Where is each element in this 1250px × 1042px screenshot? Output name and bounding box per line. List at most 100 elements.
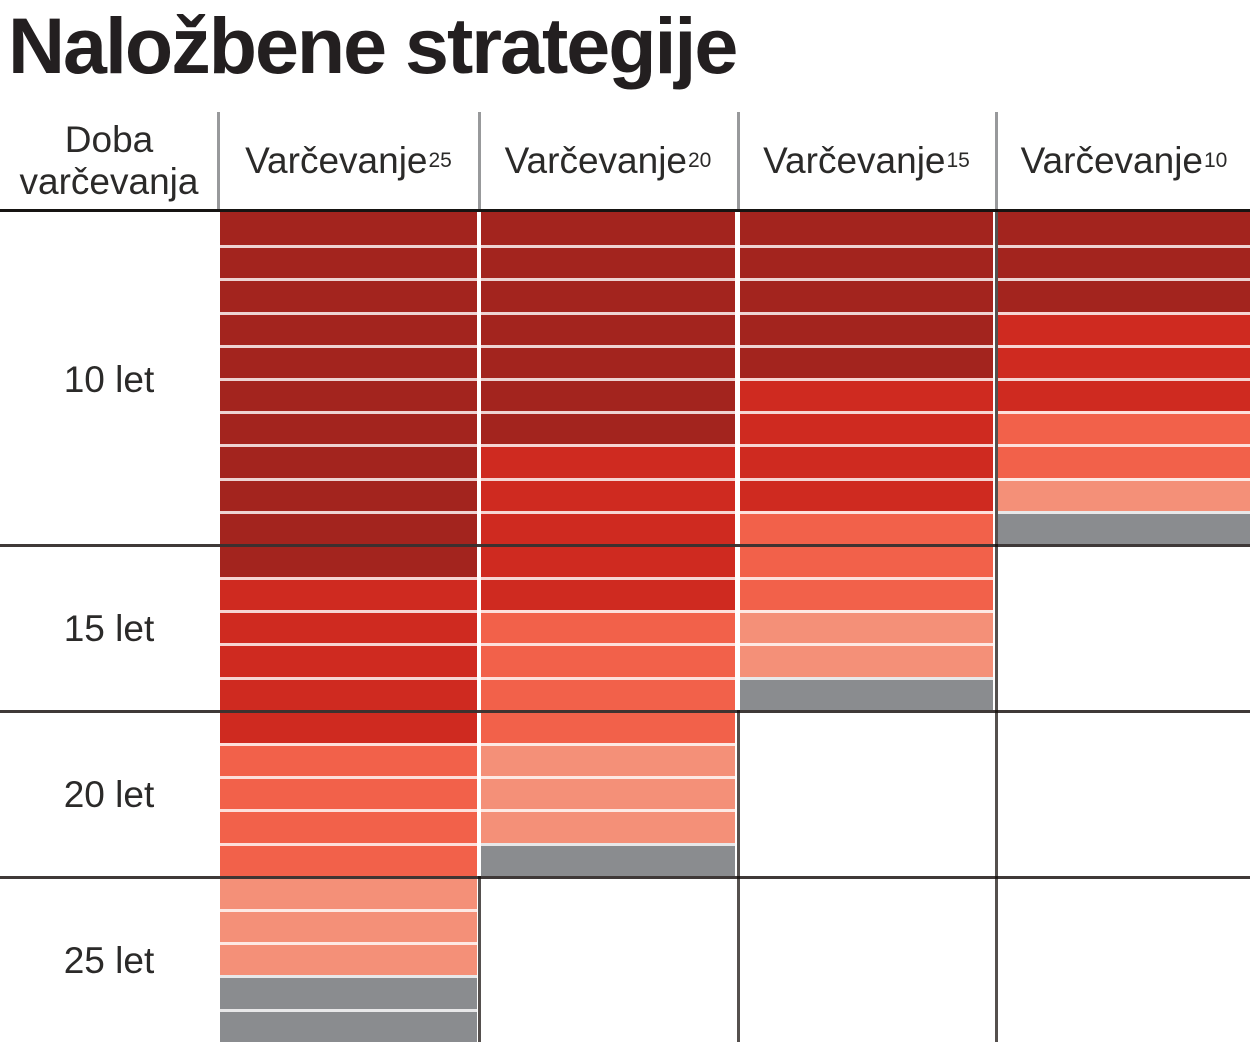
strategy-stripe-red xyxy=(220,577,477,611)
strategy-stripe-dark_red xyxy=(740,212,993,246)
column-header-label: Varčevanje xyxy=(763,139,946,181)
strategy-stripe-dark_red xyxy=(220,377,477,412)
strategy-column-15 xyxy=(740,212,993,710)
strategy-stripe-dark_red xyxy=(481,278,735,312)
strategy-stripe-tomato xyxy=(740,510,993,544)
strategy-stripe-dark_red xyxy=(220,344,477,378)
strategy-stripe-tomato xyxy=(481,676,735,710)
strategy-stripe-dark_red xyxy=(740,245,993,279)
body-grid-line-vertical xyxy=(737,710,740,1042)
strategy-stripe-tomato xyxy=(220,743,477,777)
column-header-varcevanje-20: Varčevanje 20 xyxy=(504,139,712,181)
strategy-stripe-red xyxy=(481,543,735,578)
strategy-stripe-red xyxy=(481,444,735,478)
strategy-column-10 xyxy=(998,212,1250,544)
strategy-stripe-tomato xyxy=(998,411,1250,445)
strategy-stripe-tomato xyxy=(481,643,735,677)
strategy-stripe-red xyxy=(740,444,993,478)
strategy-stripe-gray xyxy=(998,510,1250,544)
strategy-stripe-tomato xyxy=(740,543,993,578)
strategy-stripe-salmon xyxy=(220,942,477,976)
row-label-10-let: 10 let xyxy=(63,359,155,400)
column-header-label: Varčevanje xyxy=(504,139,687,181)
strategy-stripe-salmon xyxy=(481,743,735,777)
strategy-stripe-dark_red xyxy=(220,510,477,544)
column-header-varcevanje-25: Varčevanje 25 xyxy=(245,139,452,181)
strategy-stripe-tomato xyxy=(220,842,477,876)
row-label-20-let: 20 let xyxy=(63,774,155,815)
row-header-doba-varcevanja: Doba varčevanja xyxy=(19,119,199,202)
strategy-stripe-salmon xyxy=(220,908,477,943)
strategy-stripe-salmon xyxy=(740,643,993,677)
strategy-stripe-dark_red xyxy=(220,245,477,279)
column-header-varcevanje-15: Varčevanje 15 xyxy=(763,139,970,181)
strategy-stripe-tomato xyxy=(998,444,1250,478)
strategy-stripe-tomato xyxy=(220,809,477,843)
strategy-stripe-dark_red xyxy=(220,311,477,345)
header-underline xyxy=(0,209,1250,212)
strategy-stripe-red xyxy=(220,610,477,644)
strategy-stripe-red xyxy=(481,477,735,511)
strategy-stripe-gray xyxy=(481,842,735,876)
strategy-stripe-salmon xyxy=(998,477,1250,511)
row-boundary-line xyxy=(0,710,1250,713)
strategy-stripe-red xyxy=(998,344,1250,378)
strategy-stripe-salmon xyxy=(740,610,993,644)
strategy-stripe-salmon xyxy=(481,776,735,810)
strategy-stripe-dark_red xyxy=(220,477,477,511)
strategy-stripe-dark_red xyxy=(740,344,993,378)
strategy-stripe-tomato xyxy=(740,577,993,611)
strategy-stripe-gray xyxy=(220,1008,477,1042)
strategy-stripe-tomato xyxy=(481,610,735,644)
strategy-stripe-dark_red xyxy=(740,278,993,312)
strategy-stripe-gray xyxy=(220,975,477,1009)
strategy-stripe-red xyxy=(481,510,735,544)
row-boundary-line xyxy=(0,876,1250,879)
strategy-stripe-tomato xyxy=(220,776,477,810)
column-header-varcevanje-10: Varčevanje 10 xyxy=(1020,139,1228,181)
column-header-label: Varčevanje xyxy=(245,139,428,181)
strategy-stripe-dark_red xyxy=(481,377,735,412)
strategy-stripe-salmon xyxy=(481,809,735,843)
strategy-stripe-red xyxy=(998,311,1250,345)
strategy-stripe-dark_red xyxy=(481,212,735,246)
strategy-stripe-red xyxy=(220,643,477,677)
strategy-stripe-dark_red xyxy=(220,444,477,478)
strategy-stripe-dark_red xyxy=(481,311,735,345)
row-boundary-line xyxy=(0,544,1250,547)
header-grid-line-vertical xyxy=(217,112,220,209)
strategy-stripe-red xyxy=(740,477,993,511)
strategy-stripe-red xyxy=(481,577,735,611)
body-grid-line-vertical xyxy=(995,209,998,1042)
strategy-stripe-red xyxy=(220,709,477,743)
strategy-stripe-dark_red xyxy=(220,543,477,578)
strategy-column-20 xyxy=(481,212,735,876)
strategy-stripe-dark_red xyxy=(220,212,477,246)
strategy-stripe-gray xyxy=(740,676,993,710)
header-grid-line-vertical xyxy=(737,112,740,209)
strategy-stripe-dark_red xyxy=(220,411,477,445)
strategy-stripe-red xyxy=(998,377,1250,412)
strategy-stripe-salmon xyxy=(220,875,477,909)
strategy-stripe-dark_red xyxy=(998,245,1250,279)
strategy-stripe-red xyxy=(220,676,477,710)
row-label-25-let: 25 let xyxy=(63,940,155,981)
strategy-stripe-red xyxy=(740,377,993,412)
strategy-column-25 xyxy=(220,212,477,1042)
header-grid-line-vertical xyxy=(478,112,481,209)
strategy-stripe-dark_red xyxy=(740,311,993,345)
strategy-stripe-dark_red xyxy=(998,212,1250,246)
column-header-label: Varčevanje xyxy=(1020,139,1203,181)
strategy-stripe-red xyxy=(740,411,993,445)
strategy-stripe-dark_red xyxy=(998,278,1250,312)
strategy-stripe-tomato xyxy=(481,709,735,743)
body-grid-line-vertical xyxy=(478,876,481,1042)
strategy-stripe-dark_red xyxy=(481,245,735,279)
strategy-stripe-dark_red xyxy=(220,278,477,312)
strategy-stripe-dark_red xyxy=(481,411,735,445)
row-label-15-let: 15 let xyxy=(63,608,155,649)
header-grid-line-vertical xyxy=(995,112,998,209)
page-title: Naložbene strategije xyxy=(8,1,738,90)
strategy-stripe-dark_red xyxy=(481,344,735,378)
